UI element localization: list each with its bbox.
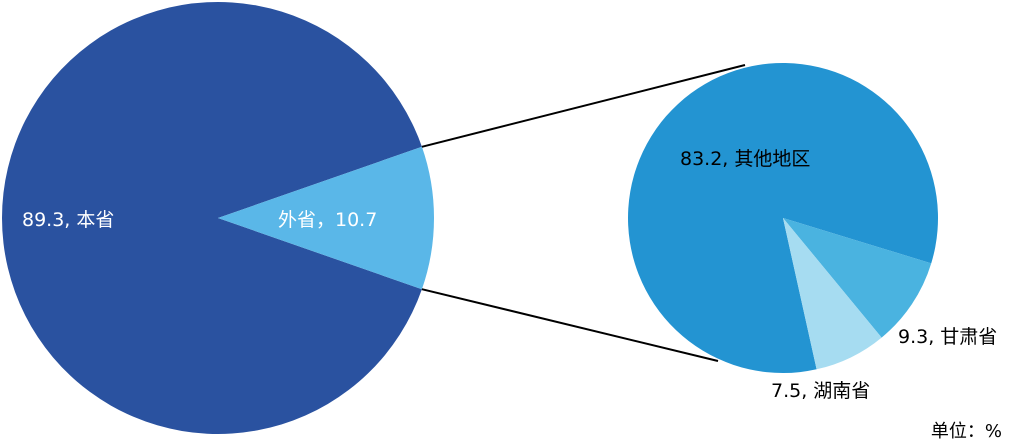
sub-slice-label-2: 7.5, 湖南省 bbox=[771, 380, 870, 402]
main-slice-label-1: 外省，10.7 bbox=[278, 209, 377, 231]
slice-labels: 89.3, 本省 外省，10.7 83.2, 其他地区 9.3, 甘肃省 7.5, 湖南… bbox=[22, 148, 997, 402]
main-slice-label-0: 89.3, 本省 bbox=[22, 209, 114, 231]
sub-slice-label-0: 83.2, 其他地区 bbox=[680, 148, 810, 170]
sub-slice-2 bbox=[783, 218, 882, 370]
sub-slice-label-1: 9.3, 甘肃省 bbox=[898, 326, 997, 348]
main-slice-0 bbox=[1, 1, 422, 435]
connector-line-top bbox=[421, 64, 746, 148]
main-pie bbox=[1, 1, 434, 435]
main-slice-1 bbox=[218, 146, 434, 290]
sub-slice-1 bbox=[783, 218, 932, 338]
unit-label: 单位：% bbox=[930, 421, 1002, 442]
sub-slice-0 bbox=[628, 62, 939, 373]
secondary-pie bbox=[628, 62, 939, 373]
connector-line-bottom bbox=[421, 288, 719, 362]
connector-lines bbox=[421, 64, 746, 362]
